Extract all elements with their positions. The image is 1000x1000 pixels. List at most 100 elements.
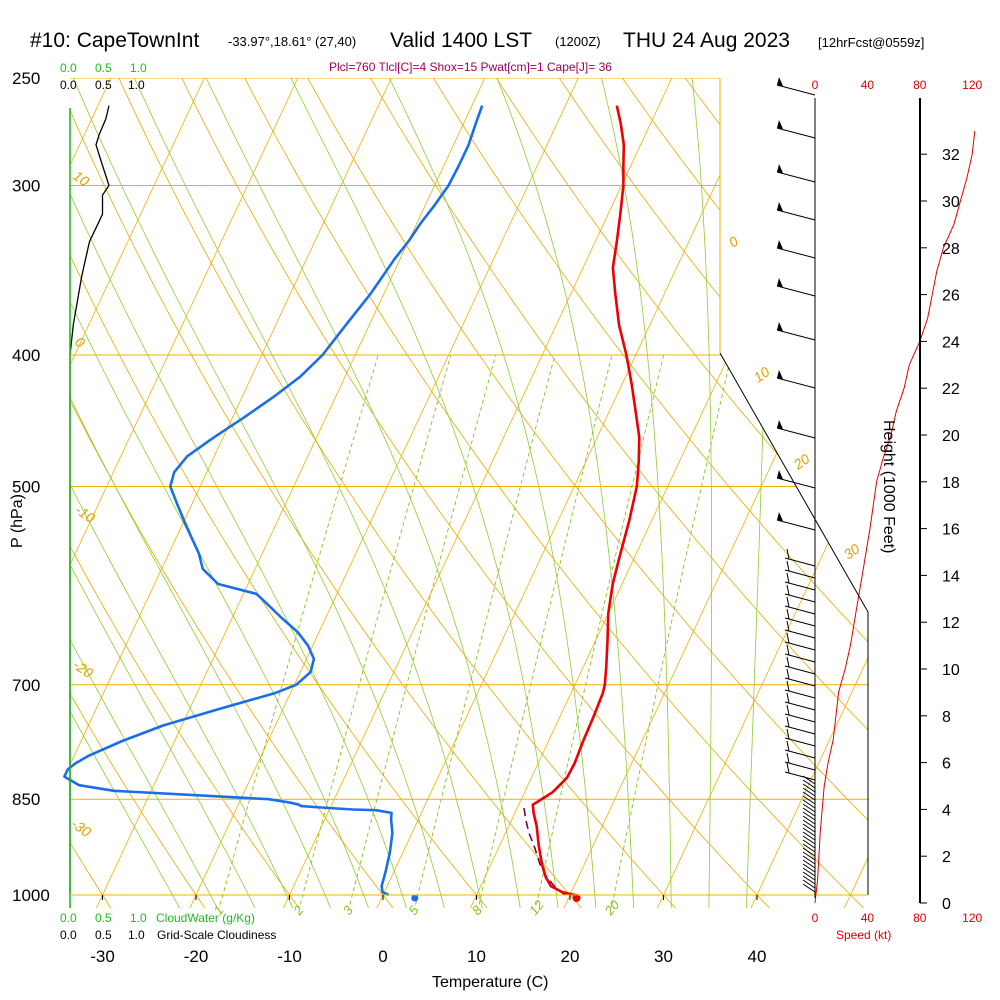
wind-barb-staff	[802, 883, 816, 893]
moist-adiabat-line	[70, 78, 448, 908]
wind-barb-flag	[777, 420, 783, 429]
wind-barb-staff	[802, 803, 816, 813]
wind-barb-staff	[802, 799, 816, 809]
dewpoint-curve	[63, 105, 484, 897]
mixing-ratio-line	[345, 354, 497, 908]
isotherm-line	[278, 78, 708, 908]
wind-barb-staff	[776, 209, 816, 221]
height-tick-label: 10	[942, 662, 960, 679]
pressure-tick-label: 500	[12, 478, 40, 497]
speed-tick-bottom: 120	[962, 911, 982, 925]
cloudwater-scale-top-0: 0.0	[60, 61, 77, 75]
speed-tick-top: 40	[861, 78, 875, 92]
height-tick-label: 14	[942, 568, 960, 585]
wind-barb-feather	[786, 596, 790, 608]
wind-barb-staff	[784, 689, 816, 699]
parcel-curve	[522, 805, 566, 896]
wind-barb-feather	[786, 656, 790, 668]
height-tick-label: 8	[942, 709, 951, 726]
wind-barb-staff	[802, 819, 816, 829]
wind-barb-feather	[786, 752, 790, 764]
height-tick-label: 32	[942, 147, 960, 164]
isotherm-line	[184, 78, 614, 908]
wind-barb-feather	[786, 668, 790, 680]
moist-adiabat-line	[70, 78, 223, 908]
moist-adiabat-line	[70, 78, 186, 908]
wind-barb-staff	[802, 779, 816, 789]
isotherm-line	[70, 78, 334, 908]
height-tick-label: 22	[942, 381, 960, 398]
isotherm-line	[558, 78, 868, 908]
wind-barb-staff	[776, 329, 816, 341]
speed-tick-top: 120	[962, 78, 982, 92]
moist-adiabat-line	[70, 78, 373, 908]
cloudwater-scale-bottom-1: 0.5	[95, 911, 112, 925]
temperature-tick-label: 30	[654, 947, 673, 966]
wind-barb-staff	[802, 871, 816, 881]
wind-barb-feather	[786, 620, 790, 632]
moist-adiabat-line	[70, 78, 261, 908]
forecast-date: THU 24 Aug 2023	[623, 29, 790, 52]
wind-barbs	[776, 77, 816, 893]
wind-barb-staff	[802, 807, 816, 817]
wind-barb-staff	[776, 127, 816, 139]
moist-adiabat-line	[70, 78, 336, 908]
wind-barb-staff	[802, 855, 816, 865]
wind-barb-feather	[786, 548, 790, 560]
cloudwater-scale-bottom-2: 1.0	[130, 911, 147, 925]
wind-barb-staff	[802, 851, 816, 861]
isotherm-line	[91, 78, 521, 908]
temperature-tick-label: 0	[378, 947, 387, 966]
temperature-tick-label: -10	[277, 947, 302, 966]
height-tick-label: 20	[942, 428, 960, 445]
wind-barb-staff	[776, 519, 816, 531]
wind-barb-feather	[786, 608, 790, 620]
moist-adiabat-line	[580, 78, 672, 908]
cloudiness-scale-top-1: 0.5	[95, 78, 112, 92]
valid-time: Valid 1400 LST	[390, 29, 532, 52]
wind-barb-staff	[776, 377, 816, 389]
wind-barb-staff	[776, 84, 816, 96]
dry-adiabat-line	[206, 78, 868, 908]
surface-temperature-dot	[572, 894, 581, 902]
speed-tick-top: 0	[812, 78, 819, 92]
temperature-tick-label: -30	[90, 947, 115, 966]
cloudwater-scale-top-2: 1.0	[130, 61, 147, 75]
wind-barb-flag	[777, 164, 783, 173]
mixing-ratio-line	[296, 354, 452, 908]
height-tick-label: 30	[942, 194, 960, 211]
wind-barb-staff	[802, 827, 816, 837]
moist-adiabat-line	[101, 78, 485, 908]
moist-adiabat-line	[352, 78, 597, 908]
wind-barb-staff	[802, 791, 816, 801]
wind-barb-feather	[786, 716, 790, 728]
wind-barb-staff	[802, 859, 816, 869]
pressure-tick-label: 300	[12, 176, 40, 195]
wind-barb-flag	[777, 322, 783, 331]
cloudwater-scale-bottom-0: 0.0	[60, 911, 77, 925]
wind-barb-staff	[776, 285, 816, 297]
wind-barb-staff	[784, 761, 816, 771]
wind-barb-feather	[786, 704, 790, 716]
wind-barb-staff	[784, 641, 816, 651]
pressure-tick-label: 1000	[12, 886, 50, 905]
cloudwater-label: CloudWater (g/Kg)	[156, 911, 255, 925]
pressure-tick-label: 400	[12, 346, 40, 365]
wind-barb-staff	[784, 771, 816, 781]
wind-barb-feather	[786, 560, 790, 572]
cloudiness-label: Grid-Scale Cloudiness	[157, 928, 276, 942]
speed-tick-bottom: 40	[861, 911, 875, 925]
wind-barb-feather	[786, 644, 790, 656]
temperature-curve	[531, 105, 641, 897]
dry-adiabat-line	[70, 78, 496, 908]
wind-barb-staff	[802, 831, 816, 841]
wind-barb-staff	[802, 867, 816, 877]
wind-barb-staff	[802, 875, 816, 885]
height-tick-label: 18	[942, 475, 960, 492]
speed-tick-bottom: 80	[913, 911, 927, 925]
temperature-tick-label: 10	[467, 947, 486, 966]
cloudiness-scale-bottom-2: 1.0	[128, 928, 145, 942]
surface-dewpoint-dot	[411, 894, 419, 902]
utc-time: (1200Z)	[555, 34, 601, 49]
